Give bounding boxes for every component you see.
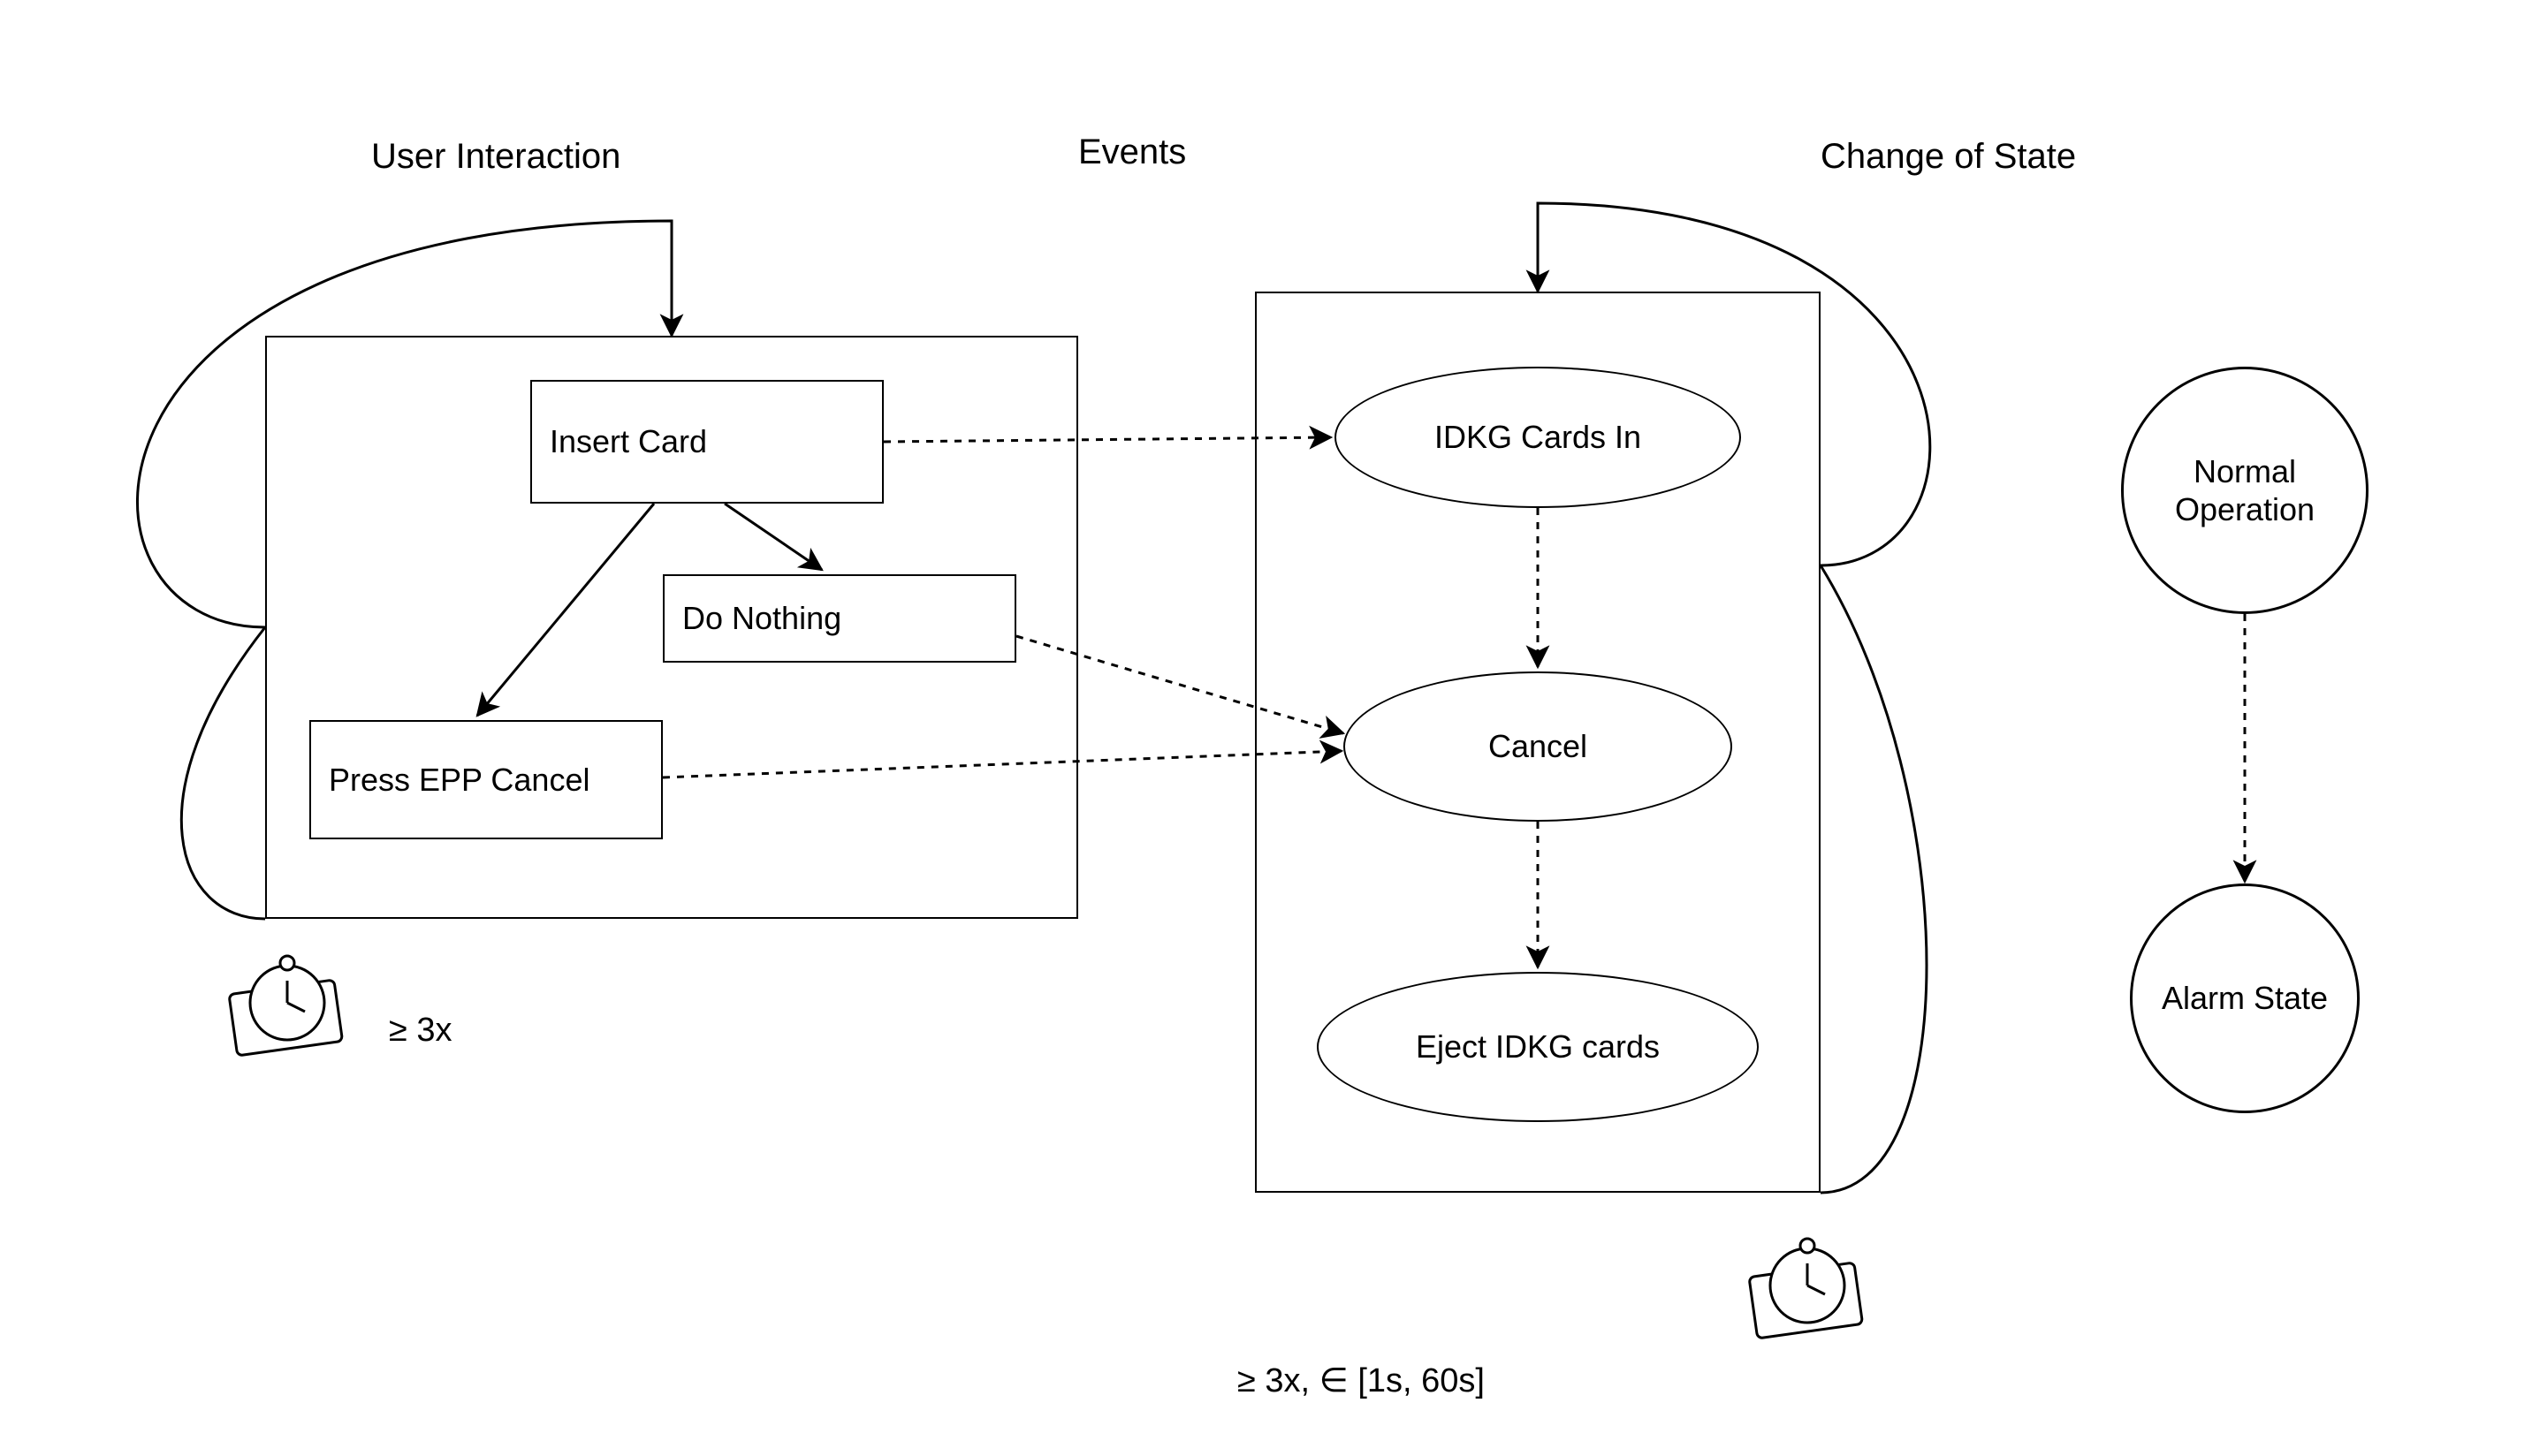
header-user-interaction: User Interaction — [371, 137, 620, 177]
clock-icon — [229, 956, 343, 1056]
insert-card-label: Insert Card — [550, 423, 707, 460]
header-events: Events — [1078, 133, 1186, 172]
do-nothing-box: Do Nothing — [663, 574, 1016, 663]
user-loop-tail — [181, 627, 265, 919]
press-epp-cancel-box: Press EPP Cancel — [309, 720, 663, 839]
eject-label: Eject IDKG cards — [1416, 1028, 1660, 1065]
do-nothing-label: Do Nothing — [682, 600, 841, 637]
clock-icon — [1749, 1239, 1863, 1338]
normal-operation-circle: Normal Operation — [2121, 367, 2369, 614]
idkg-cards-in-label: IDKG Cards In — [1434, 418, 1641, 456]
normal-operation-label: Normal Operation — [2124, 452, 2366, 528]
cancel-label: Cancel — [1488, 727, 1587, 765]
header-change-of-state: Change of State — [1821, 137, 2076, 177]
idkg-cards-in-ellipse: IDKG Cards In — [1334, 367, 1741, 508]
insert-card-box: Insert Card — [530, 380, 884, 504]
events-loop-label: ≥ 3x, ∈ [1s, 60s] — [1237, 1361, 1485, 1400]
user-loop-label: ≥ 3x — [389, 1012, 452, 1050]
alarm-state-circle: Alarm State — [2130, 883, 2360, 1113]
events-loop-tail — [1821, 565, 1927, 1193]
cancel-ellipse: Cancel — [1343, 671, 1732, 822]
press-epp-cancel-label: Press EPP Cancel — [329, 762, 589, 799]
eject-ellipse: Eject IDKG cards — [1317, 972, 1759, 1122]
alarm-state-label: Alarm State — [2162, 979, 2328, 1017]
